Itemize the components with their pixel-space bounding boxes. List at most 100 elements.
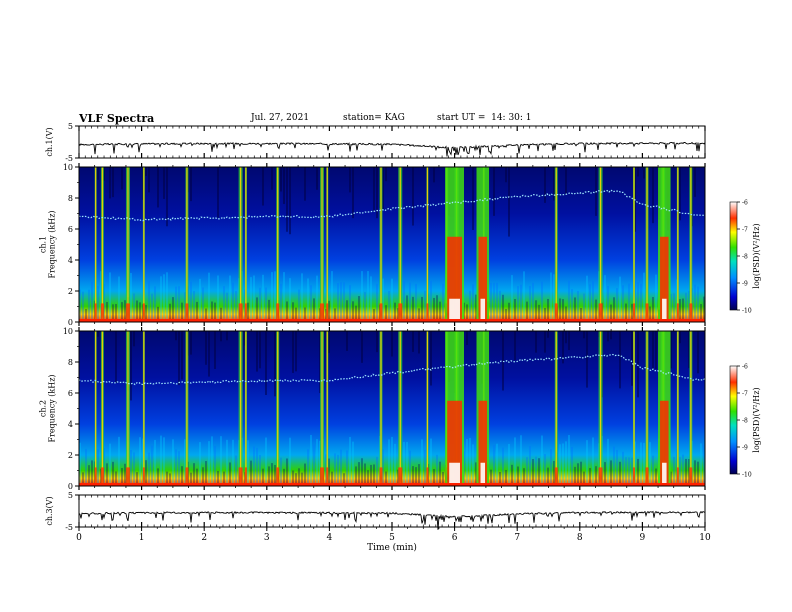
spectrogram-dark-column (412, 331, 414, 352)
spectrogram-column (694, 460, 696, 486)
colorbar-tick-label: -7 (742, 227, 748, 234)
broadband-spike-base (379, 467, 383, 486)
broadband-spike-core (95, 167, 97, 322)
spectrogram-dark-column (652, 331, 654, 370)
spectrogram-column (496, 443, 498, 486)
spectrogram-column (640, 442, 642, 486)
spectrogram-column (358, 296, 360, 322)
spectrogram-dark-column (274, 331, 276, 397)
spectrogram-column (439, 461, 441, 486)
spectrogram-column (685, 292, 687, 322)
spectrogram-column (670, 471, 672, 486)
spectrogram-column (130, 450, 132, 486)
spectrogram-dark-column (115, 331, 117, 383)
broadband-spike-core (95, 331, 97, 486)
spectrogram-column (160, 276, 162, 322)
spectrogram-dark-column (148, 167, 150, 193)
spectrogram-column (535, 456, 537, 486)
spectrogram-column (172, 439, 174, 486)
broadband-spike-base (100, 303, 104, 322)
spectrogram-column (178, 451, 180, 486)
spectrogram-column (346, 300, 348, 322)
spectrogram-column (109, 443, 111, 486)
spectrogram-column (370, 464, 372, 486)
broadband-spike-base (238, 303, 243, 322)
spectrogram-column (190, 281, 192, 322)
spectrogram-column (268, 466, 270, 486)
y-tick-label: 4 (68, 420, 73, 429)
spectrogram-column (169, 303, 171, 322)
spectrogram-column (376, 456, 378, 486)
spectrogram-column (391, 278, 393, 322)
spectrogram-column (433, 468, 435, 486)
broadband-spike-core (326, 331, 328, 486)
spectrogram-column (124, 463, 126, 486)
spectrogram-column (310, 434, 312, 486)
spectrogram-column (559, 444, 561, 486)
colorbar-tick-label: -6 (742, 364, 748, 371)
spectrogram-column (166, 471, 168, 486)
broadband-spike-core (426, 167, 429, 322)
spectrogram-column (364, 463, 366, 486)
spectrogram-column (355, 305, 357, 322)
spectrogram-column (325, 308, 327, 322)
spectrogram-dark-column (376, 331, 378, 353)
spectrogram-column (547, 298, 549, 322)
broadband-spike-base (554, 303, 558, 322)
spectrogram-column (256, 297, 258, 322)
spectrogram-column (106, 302, 108, 322)
spectrogram-dark-column (157, 167, 159, 208)
spectrogram-column (562, 299, 564, 322)
spectrogram-column (136, 300, 138, 322)
spectrogram-column (541, 435, 543, 486)
spectrogram-column (217, 470, 219, 486)
spectrogram-column (157, 468, 159, 486)
spectrogram-dark-column (361, 331, 363, 363)
colorbar (729, 201, 738, 311)
broadband-spike-core (127, 331, 129, 486)
spectrogram-column (589, 284, 591, 322)
date-label: Jul. 27, 2021 (251, 113, 310, 123)
spectrogram-column (412, 296, 414, 322)
spectrogram-column (358, 462, 360, 486)
spectrogram-column (280, 457, 282, 486)
spectrogram-column (256, 447, 258, 486)
x-tick-label: 7 (514, 533, 520, 543)
spectrogram-column (253, 446, 255, 486)
burst-saturation (662, 298, 667, 322)
spectrogram-column (565, 306, 567, 322)
spectrogram-column (421, 439, 423, 486)
spectrogram-column (637, 282, 639, 322)
broadband-spike-base (276, 467, 280, 486)
spectrogram-column (157, 306, 159, 322)
spectrogram-column (442, 283, 444, 322)
spectrogram-column (235, 290, 237, 322)
spectrogram-dark-column (637, 167, 639, 177)
broadband-spike-base (676, 467, 679, 486)
spectrogram-column (619, 461, 621, 486)
broadband-spike-base (645, 467, 649, 486)
voltage-trace (78, 510, 706, 530)
broadband-spike-core (555, 167, 557, 322)
spectrogram-column (367, 470, 369, 486)
spectrogram-column (679, 299, 681, 322)
burst-core (478, 400, 488, 486)
colorbar-tick-label: -9 (742, 445, 748, 452)
broadband-spike-base (125, 467, 130, 486)
spectrogram-column (532, 459, 534, 486)
spectrogram-column (337, 454, 339, 486)
spectrogram-dark-column (133, 331, 135, 347)
spectrogram-dark-column (292, 331, 294, 373)
spectrogram-column (112, 461, 114, 486)
chart-title: VLF Spectra (79, 112, 155, 125)
voltage-trace (78, 141, 706, 157)
spectrogram-column (292, 302, 294, 322)
spectrogram-column (472, 444, 474, 486)
spectrogram-column (418, 308, 420, 322)
spectrogram-column (370, 276, 372, 322)
spectrogram-column (154, 439, 156, 486)
spectrogram-column (595, 299, 597, 322)
spectrogram-dark-column (544, 331, 546, 353)
spectrogram-column (628, 283, 630, 322)
